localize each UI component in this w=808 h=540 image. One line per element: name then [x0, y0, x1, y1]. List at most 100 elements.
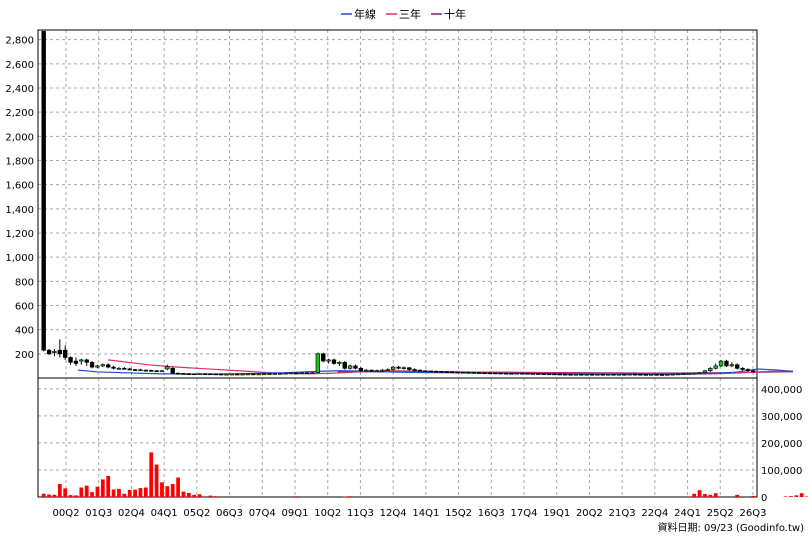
x-tick-label: 14Q1 — [412, 508, 439, 519]
volume-bar — [208, 495, 213, 497]
candle-body — [337, 361, 342, 364]
price-y-tick-label: 2,000 — [5, 132, 34, 143]
candle-body — [675, 373, 681, 376]
volume-bar — [789, 496, 793, 497]
price-y-tick-label: 2,400 — [5, 84, 34, 95]
volume-bar — [74, 495, 78, 497]
candle-body — [573, 373, 579, 376]
candle-body — [450, 371, 455, 374]
candle-body — [444, 371, 450, 373]
candle-body — [57, 349, 62, 355]
legend-label-three-year: 三年 — [399, 7, 421, 21]
candle-body — [519, 372, 525, 375]
volume-y-tick-label: 0 — [761, 493, 767, 504]
price-y-tick-label: 2,200 — [5, 108, 34, 119]
candle-body — [73, 360, 79, 364]
candle-body — [364, 369, 369, 372]
candle-body — [170, 368, 175, 374]
candle-body — [568, 373, 573, 376]
candle-body — [294, 372, 299, 375]
candle-body — [482, 372, 487, 374]
volume-bar — [170, 484, 175, 497]
x-tick-label: 01Q3 — [85, 508, 112, 519]
candle-body — [331, 359, 337, 364]
candle-body — [541, 373, 546, 375]
candle-body — [278, 373, 283, 375]
candle-body — [353, 365, 358, 369]
candle-body — [509, 372, 514, 375]
candle-body — [127, 368, 132, 371]
candle-body — [546, 373, 552, 376]
candle-body — [261, 373, 267, 376]
candle-body — [471, 372, 476, 374]
x-tick-label: 12Q4 — [380, 508, 407, 519]
candle-body — [245, 373, 251, 376]
candle-body — [143, 369, 149, 372]
candle-body — [627, 373, 632, 376]
volume-bar — [186, 492, 191, 497]
candle-body — [460, 371, 466, 374]
candle-body — [476, 372, 482, 374]
volume-y-tick-label: 100,000 — [761, 466, 802, 477]
x-tick-label: 02Q4 — [118, 508, 145, 519]
candle-body — [589, 373, 595, 376]
candle-body — [632, 373, 638, 376]
candle-body — [197, 373, 202, 375]
volume-bar — [783, 496, 788, 497]
candle-body — [433, 370, 439, 373]
candle-body — [84, 359, 89, 363]
volume-y-tick-label: 400,000 — [761, 385, 802, 396]
candle-body — [455, 371, 460, 374]
x-tick-label: 05Q2 — [183, 508, 210, 519]
candle-body — [229, 373, 235, 376]
candle-body — [514, 372, 519, 375]
volume-bar — [192, 494, 197, 497]
volume-bar — [703, 494, 707, 497]
candle-body — [417, 369, 423, 372]
candle-body — [681, 373, 686, 375]
x-axis: 00Q2 01Q3 02Q4 04Q1 05Q2 06Q3 07Q4 09Q1 10Q2 11Q3… — [53, 508, 767, 519]
candle-body — [385, 369, 390, 371]
price-y-tick-label: 1,400 — [5, 205, 34, 216]
volume-bar — [799, 493, 804, 497]
candle-body — [622, 373, 627, 376]
candle-body — [638, 373, 643, 376]
candle-body — [299, 372, 304, 375]
price-y-tick-label: 2,800 — [5, 36, 34, 47]
x-tick-label: 20Q2 — [576, 508, 603, 519]
volume-bar — [708, 494, 713, 497]
x-tick-label: 16Q3 — [478, 508, 505, 519]
candle-body — [686, 373, 691, 375]
x-tick-label: 21Q3 — [609, 508, 636, 519]
candle-body — [745, 369, 751, 372]
candle-body — [358, 368, 364, 372]
candle-body — [68, 357, 73, 363]
candle-body — [428, 370, 433, 373]
x-tick-label: 00Q2 — [53, 508, 80, 519]
candle-body — [493, 372, 498, 375]
candle-body — [89, 361, 95, 368]
candle-body — [52, 351, 57, 353]
candle-body — [380, 369, 385, 372]
candle-body — [138, 369, 143, 372]
candle-body — [132, 369, 138, 371]
candle-body — [154, 370, 159, 373]
volume-bar — [160, 482, 164, 497]
x-tick-label: 11Q3 — [347, 508, 374, 519]
candle-body — [208, 373, 213, 376]
legend-label-year-line: 年線 — [354, 7, 376, 21]
volume-bar — [41, 493, 46, 497]
volume-bar — [90, 492, 94, 497]
candle-body — [79, 359, 84, 362]
candle-body — [659, 374, 665, 376]
volume-bar — [68, 495, 73, 497]
candle-body — [718, 360, 724, 367]
candle-body — [487, 372, 493, 375]
volume-bar — [95, 486, 100, 497]
candle-body — [562, 373, 568, 376]
candle-body — [111, 366, 116, 369]
candle-body — [735, 364, 740, 369]
x-tick-label: 25Q2 — [707, 508, 734, 519]
candle-body — [616, 373, 622, 376]
